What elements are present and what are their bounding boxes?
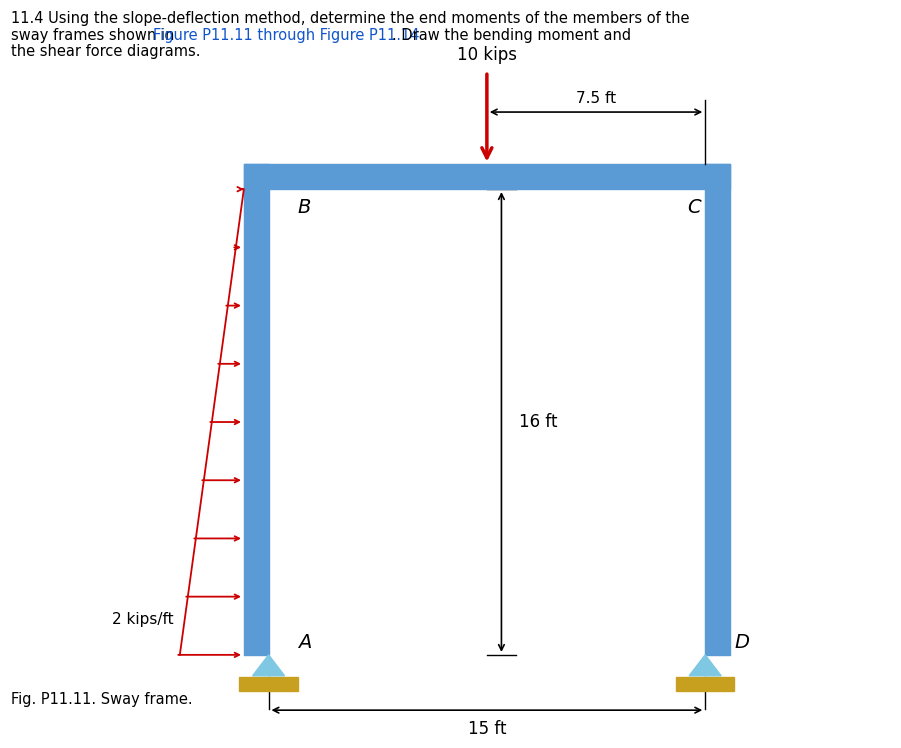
Text: the shear force diagrams.: the shear force diagrams. xyxy=(11,44,200,59)
Bar xyxy=(240,677,297,691)
Polygon shape xyxy=(252,654,285,676)
Text: 10 kips: 10 kips xyxy=(457,46,517,64)
Text: Figure P11.11 through Figure P11.14: Figure P11.11 through Figure P11.14 xyxy=(153,28,420,43)
Text: D: D xyxy=(734,633,750,652)
Text: C: C xyxy=(687,198,701,217)
Text: B: B xyxy=(297,198,311,217)
Text: 2 kips/ft: 2 kips/ft xyxy=(113,613,174,628)
Bar xyxy=(676,677,734,691)
Text: A: A xyxy=(297,633,311,652)
Text: sway frames shown in: sway frames shown in xyxy=(11,28,178,43)
Text: 16 ft: 16 ft xyxy=(519,413,558,431)
Text: 15 ft: 15 ft xyxy=(468,720,506,738)
Text: 7.5 ft: 7.5 ft xyxy=(576,91,616,106)
Text: Fig. P11.11. Sway frame.: Fig. P11.11. Sway frame. xyxy=(11,692,193,707)
Text: . Draw the bending moment and: . Draw the bending moment and xyxy=(392,28,631,43)
Text: 11.4 Using the slope-deflection method, determine the end moments of the members: 11.4 Using the slope-deflection method, … xyxy=(11,11,689,26)
Polygon shape xyxy=(689,654,721,676)
